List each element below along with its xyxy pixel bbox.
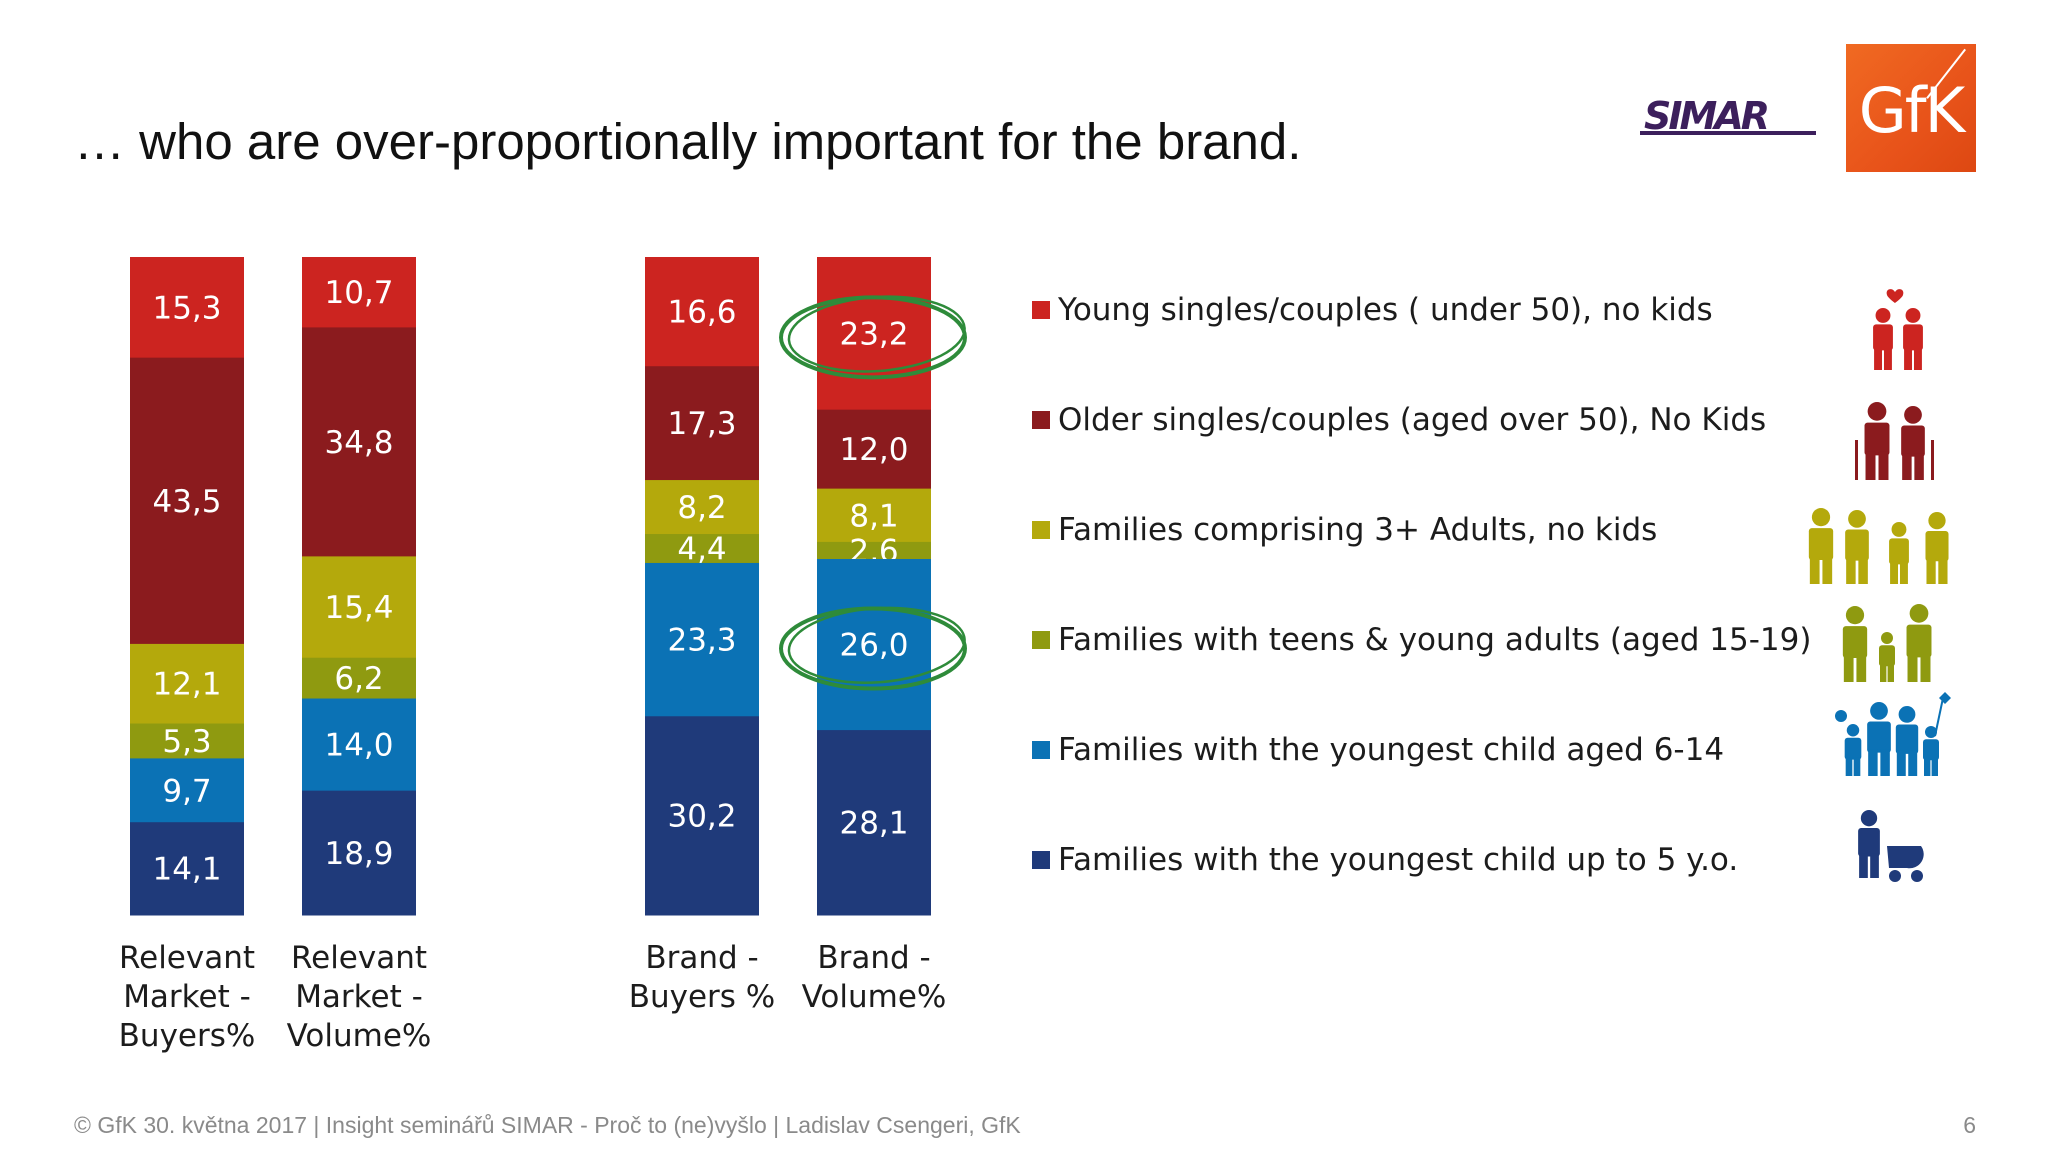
page-title: … who are over-proportionally important … xyxy=(74,113,1302,170)
bar-segment xyxy=(817,730,931,916)
bar-segment xyxy=(302,698,416,792)
legend-swatch xyxy=(1032,851,1050,869)
category-label: Relevant xyxy=(119,940,255,976)
legend-item: Families comprising 3+ Adults, no kids xyxy=(1032,510,1657,550)
data-label: 15,4 xyxy=(324,590,393,626)
data-label: 4,4 xyxy=(677,531,726,567)
bar-segment xyxy=(817,541,931,560)
category-label: Brand - xyxy=(817,940,930,976)
data-label: 10,7 xyxy=(324,275,393,311)
bar-segment xyxy=(130,822,244,916)
young-couple-icon xyxy=(1873,289,1923,370)
category-label: Buyers % xyxy=(629,979,776,1015)
bar-segment xyxy=(645,257,759,367)
bar-segment xyxy=(645,716,759,916)
bar-segment xyxy=(645,534,759,564)
legend-swatch xyxy=(1032,521,1050,539)
bar-segment xyxy=(130,758,244,823)
legend-label: Young singles/couples ( under 50), no ki… xyxy=(1058,292,1713,328)
data-label: 26,0 xyxy=(839,628,908,664)
data-label: 9,7 xyxy=(162,773,211,809)
bar-segment xyxy=(130,357,244,645)
category-label: Relevant xyxy=(291,940,427,976)
bar-segment xyxy=(817,257,931,411)
legend-label: Families comprising 3+ Adults, no kids xyxy=(1058,512,1658,548)
legend-label: Families with teens & young adults (aged… xyxy=(1058,622,1812,658)
elderly-couple-icon xyxy=(1855,402,1934,480)
data-label: 30,2 xyxy=(667,799,736,835)
category-label: Market - xyxy=(123,979,251,1015)
legend-item: Families with the youngest child up to 5… xyxy=(1032,840,1738,880)
footer-text: © GfK 30. května 2017 | Insight seminářů… xyxy=(74,1112,1021,1138)
data-label: 14,0 xyxy=(324,728,393,764)
bar-segment xyxy=(302,556,416,659)
page-number: 6 xyxy=(1963,1112,1976,1138)
data-label: 6,2 xyxy=(334,661,383,697)
data-label: 18,9 xyxy=(324,836,393,872)
data-label: 8,2 xyxy=(677,490,726,526)
legend-label: Families with the youngest child aged 6-… xyxy=(1058,732,1725,768)
bar-segment xyxy=(645,480,759,535)
bar-segment xyxy=(302,327,416,557)
bar-segment xyxy=(130,723,244,759)
category-label: Market - xyxy=(295,979,423,1015)
gfk-logo: GfK xyxy=(1846,44,1976,172)
simar-logo: SIMAR xyxy=(1640,96,1816,136)
data-label: 8,1 xyxy=(849,498,898,534)
data-label: 12,0 xyxy=(839,432,908,468)
school-kids-family-icon xyxy=(1835,692,1951,776)
bar-segment xyxy=(645,562,759,717)
data-label: 23,3 xyxy=(667,623,736,659)
bar-segment xyxy=(302,790,416,916)
data-label: 17,3 xyxy=(667,406,736,442)
svg-text:SIMAR: SIMAR xyxy=(1644,96,1768,136)
data-label: 12,1 xyxy=(152,667,221,703)
highlight-circle-stroke xyxy=(787,606,966,684)
legend-item: Families with the youngest child aged 6-… xyxy=(1032,730,1724,770)
bar-segment xyxy=(817,488,931,543)
data-label: 15,3 xyxy=(152,290,221,326)
category-label: Brand - xyxy=(645,940,758,976)
data-label: 16,6 xyxy=(667,295,736,331)
data-label: 23,2 xyxy=(839,316,908,352)
legend: Young singles/couples ( under 50), no ki… xyxy=(1032,0,1992,900)
legend-label: Families with the youngest child up to 5… xyxy=(1058,842,1739,878)
bar-segment xyxy=(817,409,931,490)
mother-with-pram-icon xyxy=(1858,810,1924,882)
legend-swatch xyxy=(1032,301,1050,319)
bar-segment xyxy=(817,559,931,731)
adult-family-icon xyxy=(1808,508,1949,584)
bar-segment xyxy=(645,366,759,481)
legend-item: Young singles/couples ( under 50), no ki… xyxy=(1032,290,1713,330)
highlight-circle-stroke xyxy=(787,295,966,373)
data-label: 14,1 xyxy=(152,852,221,888)
legend-item: Families with teens & young adults (aged… xyxy=(1032,620,1811,660)
legend-swatch xyxy=(1032,741,1050,759)
data-label: 34,8 xyxy=(324,425,393,461)
gfk-logo-text: GfK xyxy=(1858,74,1966,147)
legend-swatch xyxy=(1032,631,1050,649)
data-label: 43,5 xyxy=(152,484,221,520)
category-label: Volume% xyxy=(287,1018,432,1054)
legend-item: Older singles/couples (aged over 50), No… xyxy=(1032,400,1766,440)
teen-family-icon xyxy=(1842,604,1932,682)
bar-segment xyxy=(302,657,416,700)
bar-segment xyxy=(130,257,244,359)
bar-segment xyxy=(130,643,244,725)
legend-swatch xyxy=(1032,411,1050,429)
bar-segment xyxy=(302,257,416,328)
data-label: 28,1 xyxy=(839,806,908,842)
category-label: Buyers% xyxy=(119,1018,256,1054)
data-label: 5,3 xyxy=(162,724,211,760)
legend-label: Older singles/couples (aged over 50), No… xyxy=(1058,402,1767,438)
category-label: Volume% xyxy=(802,979,947,1015)
